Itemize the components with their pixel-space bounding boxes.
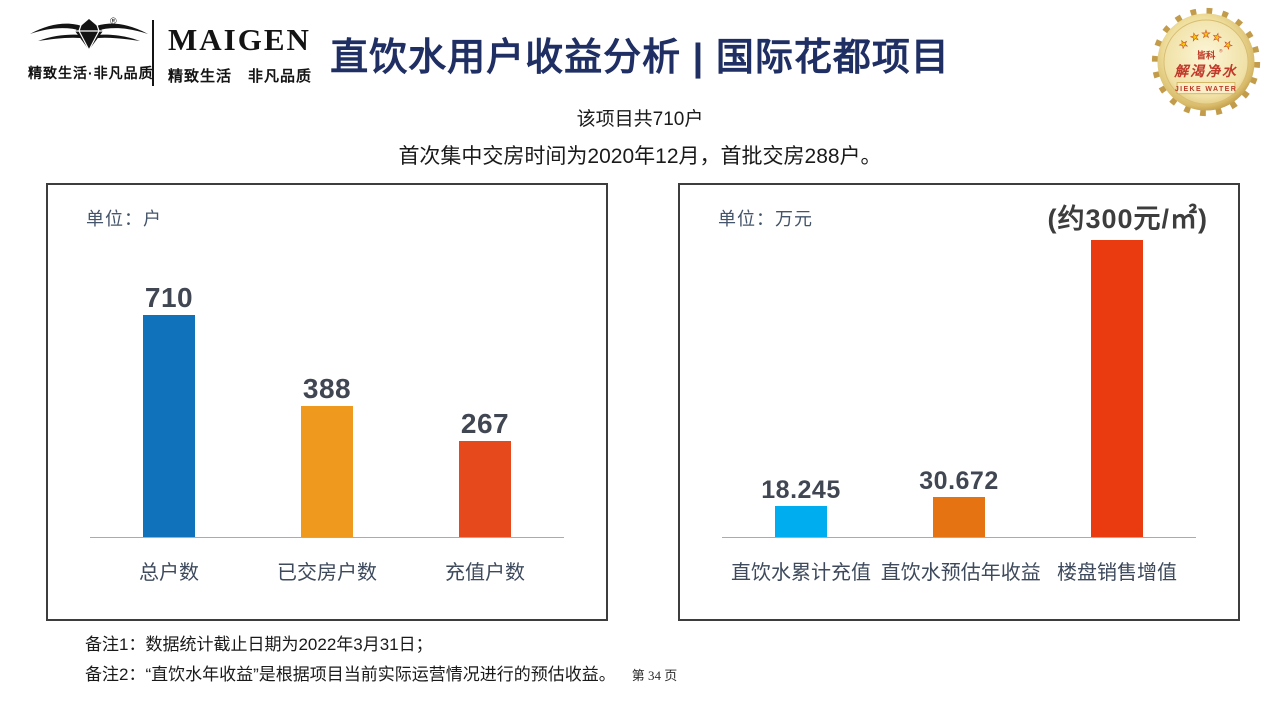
plot-area: 18.245 30.672 [722,190,1196,538]
intro-block: 该项目共710户 首次集中交房时间为2020年12月，首批交房288户。 [0,104,1280,170]
category-label: 已交房户数 [277,562,377,584]
logo-tagline-left: 精致生活·非凡品质 [28,65,154,81]
bar-value-label: 30.672 [919,466,999,495]
chart-panel-revenue: 单位：万元 (约300元/㎡) 18.245 30.672 直饮水累计充值 直饮水预… [678,183,1240,621]
footnotes: 备注1：数据统计截止日期为2022年3月31日； 备注2：“直饮水年收益”是根据… [85,636,677,683]
bar-column: 267 [407,407,563,537]
bar [1091,240,1143,537]
bar [459,441,511,537]
bar-chart-households: 710 388 267 总户数 已交房户数 充值户数 [90,185,564,619]
svg-text:★: ★ [1201,30,1210,41]
bar-chart-revenue: 18.245 30.672 直饮水累计充值 直饮水预估年收益 楼盘销售增值 [722,185,1196,619]
bar-value-label: 388 [302,372,352,404]
category-axis: 直饮水累计充值 直饮水预估年收益 楼盘销售增值 [722,556,1196,585]
bottle-cap-icon: ★ ★ ★ ★ ★ 皆科 ® 解渴净水 JIEKE WATER [1151,7,1261,117]
chart-panel-households: 单位：户 710 388 267 总户数 已交房户数 充值户数 [46,183,608,621]
bar [775,506,827,537]
badge-registered-mark: ® [1219,48,1223,54]
bar-column: 30.672 [881,466,1037,537]
category-label: 总户数 [139,562,199,584]
price-per-sqm-annotation: (约300元/㎡) [1047,204,1208,234]
category-label: 直饮水预估年收益 [880,562,1041,584]
category-label: 楼盘销售增值 [1057,562,1177,584]
bar [301,406,353,537]
registered-mark: ® [110,16,117,26]
category-label: 充值户数 [445,562,525,584]
bar-value-label: 18.245 [761,475,841,504]
brand-name: MAIGEN [168,22,311,57]
plot-area: 710 388 267 [90,190,564,538]
brand-tagline: 精致生活 非凡品质 [168,68,313,85]
logo-divider [152,20,154,86]
maigen-diamond-logo: ® [30,16,148,51]
bar-column: 18.245 [723,475,879,537]
bar-column [1039,237,1195,537]
svg-text:★: ★ [1189,31,1201,44]
unit-label: 单位：万元 [718,209,813,229]
bar-column: 388 [249,372,405,537]
unit-label: 单位：户 [86,209,162,229]
footnote-2-row: 备注2：“直饮水年收益”是根据项目当前实际运营情况进行的预估收益。第 34 页 [85,666,677,683]
bar-column: 710 [91,281,247,537]
jieke-bottle-cap-badge: ★ ★ ★ ★ ★ 皆科 ® 解渴净水 JIEKE WATER [1150,6,1262,118]
badge-brand: 皆科 [1197,49,1216,60]
intro-line-1: 该项目共710户 [576,109,704,130]
bar [143,315,195,537]
brand-block: MAIGEN 精致生活 非凡品质 [168,24,312,86]
maigen-logo-block: ® 精致生活·非凡品质 [28,14,154,83]
footnote-2: 备注2：“直饮水年收益”是根据项目当前实际运营情况进行的预估收益。 [85,665,616,684]
bar-value-label: 710 [144,281,194,313]
footnote-1: 备注1：数据统计截止日期为2022年3月31日； [85,635,433,654]
page-title: 直饮水用户收益分析 | 国际花都项目 [330,37,950,79]
category-axis: 总户数 已交房户数 充值户数 [90,556,564,585]
badge-subtitle: JIEKE WATER [1175,86,1237,93]
bar-value-label: 267 [460,407,510,439]
badge-name: 解渴净水 [1173,63,1237,79]
bar [933,497,985,537]
category-label: 直饮水累计充值 [731,562,871,584]
intro-line-2: 首次集中交房时间为2020年12月，首批交房288户。 [398,145,882,168]
page-number: 第 34 页 [631,668,678,683]
svg-text:★: ★ [1211,32,1223,45]
